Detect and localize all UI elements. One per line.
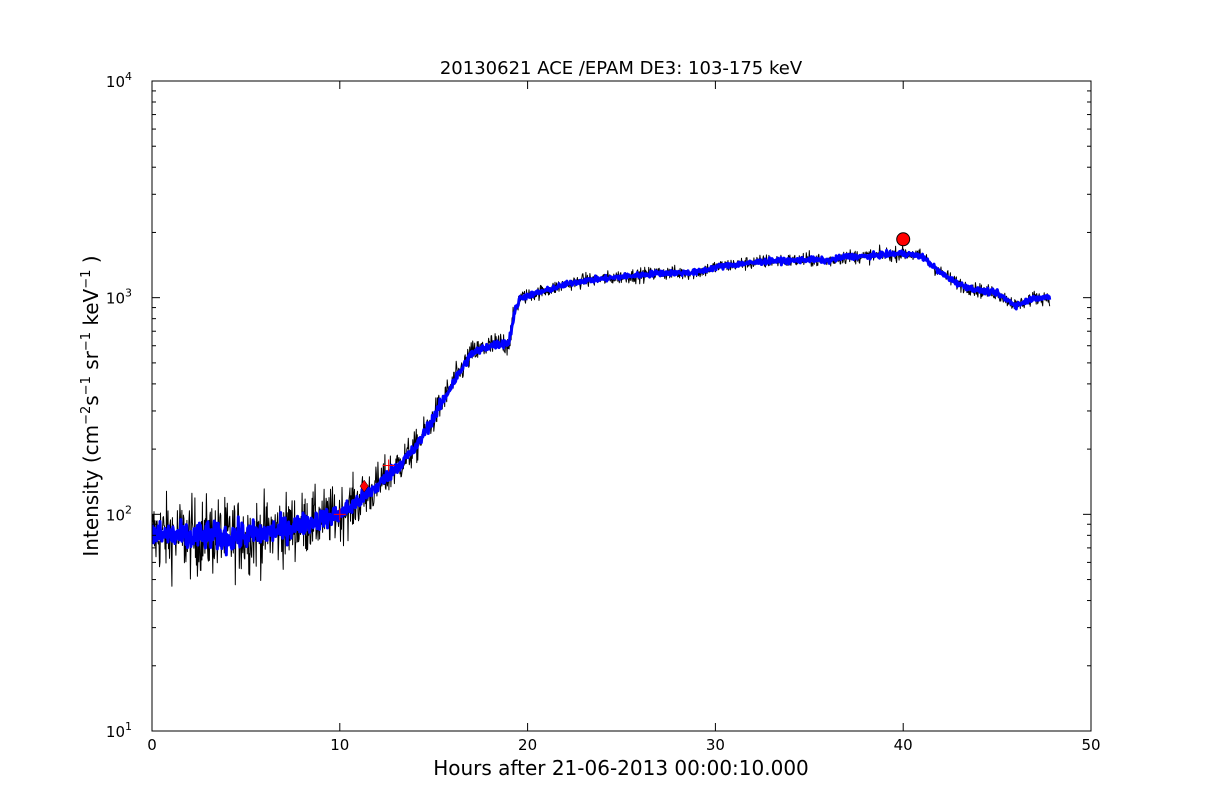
y-axis: 101 102 103 104 bbox=[106, 70, 1091, 741]
y-tick-label: 104 bbox=[106, 70, 132, 91]
y-axis-label: Intensity (cm−2s−1 sr−1 keV−1 ) bbox=[79, 255, 103, 556]
series-line-smoothed bbox=[152, 248, 1052, 557]
x-tick-label: 20 bbox=[518, 736, 537, 754]
plot-frame bbox=[151, 80, 1092, 732]
y-tick-label: 103 bbox=[106, 287, 132, 308]
marker-layer bbox=[333, 232, 911, 521]
marker-circle bbox=[896, 232, 911, 247]
y-label-exp2: −1 bbox=[79, 376, 94, 395]
y-label-exp3: −1 bbox=[79, 332, 94, 351]
x-tick-label: 50 bbox=[1081, 736, 1100, 754]
series-layer bbox=[152, 244, 1052, 587]
x-tick-label: 10 bbox=[330, 736, 349, 754]
y-label-exp1: −2 bbox=[79, 406, 94, 425]
marker-diamond bbox=[359, 479, 369, 493]
y-label-prefix: Intensity (cm bbox=[79, 425, 103, 557]
y-tick-label: 102 bbox=[106, 503, 132, 524]
x-tick-label: 30 bbox=[706, 736, 725, 754]
y-label-mid2: sr bbox=[79, 350, 103, 376]
y-label-mid3: keV bbox=[79, 288, 103, 332]
y-tick-label: 101 bbox=[106, 720, 132, 741]
y-label-suffix: ) bbox=[79, 255, 103, 269]
x-axis: 0 10 20 30 40 50 bbox=[147, 81, 1101, 754]
marker-plus bbox=[382, 459, 395, 472]
x-tick-label: 40 bbox=[894, 736, 913, 754]
x-tick-label: 0 bbox=[147, 736, 157, 754]
y-label-exp4: −1 bbox=[79, 270, 94, 289]
marker-plus bbox=[333, 508, 346, 521]
chart-title: 20130621 ACE /EPAM DE3: 103-175 keV bbox=[440, 58, 803, 79]
x-axis-label: Hours after 21-06-2013 00:00:10.000 bbox=[433, 756, 809, 780]
y-label-mid1: s bbox=[79, 395, 103, 405]
